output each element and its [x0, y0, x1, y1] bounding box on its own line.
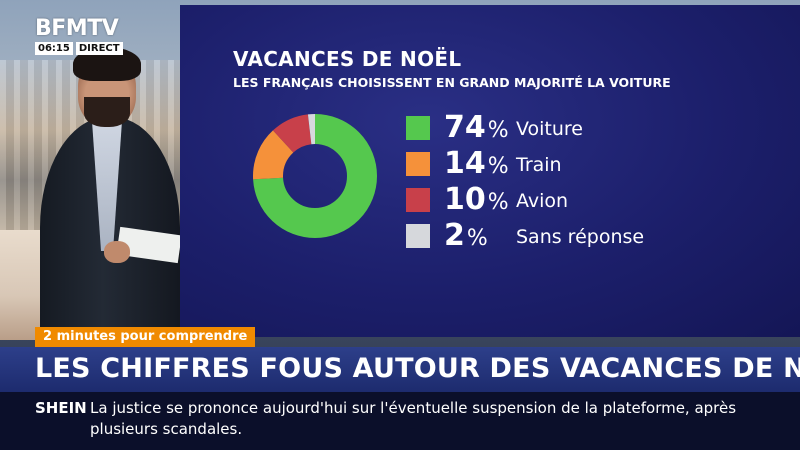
chart-title: VACANCES DE NOËL: [233, 47, 462, 71]
percent-sign: %: [487, 190, 509, 215]
donut-slice-sans-r-ponse: [253, 114, 377, 238]
legend-item-sans-r-ponse: 2% Sans réponse: [406, 219, 786, 255]
donut-slice-train: [253, 114, 377, 238]
news-ticker: SHEIN La justice se prononce aujourd'hui…: [0, 392, 800, 450]
chart-legend: 74% Voiture 14% Train 10% Avion 2% Sans réponse: [406, 111, 786, 255]
legend-swatch: [406, 188, 430, 212]
live-badge: DIRECT: [75, 42, 123, 55]
segment-tag: 2 minutes pour comprendre: [35, 327, 256, 347]
clock: 06:15: [35, 42, 73, 55]
legend-item-voiture: 74% Voiture: [406, 111, 786, 147]
chart-panel: VACANCES DE NOËL LES FRANÇAIS CHOISISSEN…: [180, 5, 800, 337]
headline: LES CHIFFRES FOUS AUTOUR DES VACANCES DE…: [35, 353, 800, 384]
legend-value: 14%: [444, 146, 509, 181]
legend-value: 2%: [444, 218, 488, 253]
headline-bar: LES CHIFFRES FOUS AUTOUR DES VACANCES DE…: [0, 347, 800, 392]
channel-logo: BFMTV 06:15 DIRECT: [35, 16, 123, 55]
legend-label: Sans réponse: [516, 226, 645, 248]
legend-label: Voiture: [516, 118, 584, 140]
legend-label: Avion: [516, 190, 569, 212]
presenter-beard: [84, 97, 130, 127]
legend-value: 10%: [444, 182, 509, 217]
presenter: [40, 45, 190, 347]
donut-chart: [253, 114, 377, 238]
legend-swatch: [406, 224, 430, 248]
logo-wordmark: BFMTV: [35, 16, 119, 41]
legend-item-train: 14% Train: [406, 147, 786, 183]
legend-swatch: [406, 152, 430, 176]
legend-label: Train: [516, 154, 562, 176]
chart-subtitle: LES FRANÇAIS CHOISISSENT EN GRAND MAJORI…: [233, 75, 671, 90]
ticker-source: SHEIN: [35, 399, 87, 417]
legend-value: 74%: [444, 110, 509, 145]
legend-item-avion: 10% Avion: [406, 183, 786, 219]
legend-swatch: [406, 116, 430, 140]
presenter-hand: [104, 241, 130, 263]
percent-sign: %: [487, 154, 509, 179]
ticker-text: La justice se prononce aujourd'hui sur l…: [90, 399, 737, 438]
percent-sign: %: [487, 118, 509, 143]
percent-sign: %: [466, 226, 488, 251]
